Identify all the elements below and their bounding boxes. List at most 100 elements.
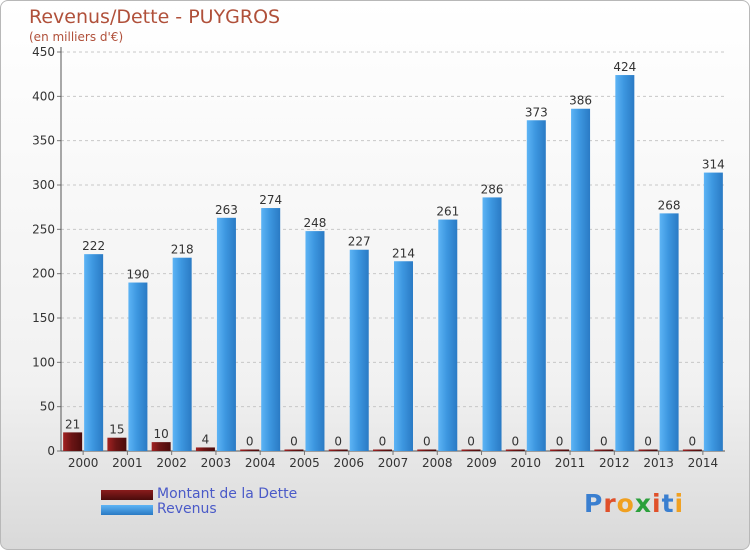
data-label-dette: 21 xyxy=(65,417,80,431)
legend-label-revenue: Revenus xyxy=(157,501,217,517)
y-tick-label: 150 xyxy=(32,311,55,325)
bar-revenus xyxy=(216,217,236,451)
data-label-dette: 0 xyxy=(246,435,254,449)
x-tick-label: 2009 xyxy=(466,456,497,470)
bar-revenus xyxy=(394,261,413,451)
brand-letter: o xyxy=(616,489,635,518)
data-label-revenus: 268 xyxy=(658,198,681,212)
bar-revenus xyxy=(482,197,502,451)
bar-revenus xyxy=(659,213,679,451)
bar-dette xyxy=(284,449,304,451)
brand-letter: r xyxy=(603,489,617,518)
legend-swatch-revenue xyxy=(101,505,153,515)
data-label-dette: 15 xyxy=(109,423,124,437)
x-tick-label: 2007 xyxy=(378,456,409,470)
data-label-revenus: 218 xyxy=(171,243,194,257)
data-label-revenus: 214 xyxy=(392,246,415,260)
bar-revenus xyxy=(261,208,281,451)
legend-label-debt: Montant de la Dette xyxy=(157,486,298,502)
data-label-dette: 0 xyxy=(556,435,564,449)
bar-dette xyxy=(373,449,392,451)
data-label-revenus: 373 xyxy=(525,105,548,119)
data-label-dette: 0 xyxy=(379,435,387,449)
x-tick-label: 2010 xyxy=(511,456,542,470)
y-tick-label: 50 xyxy=(40,400,55,414)
proxiti-logo: Proxiti xyxy=(584,489,684,518)
y-tick-label: 250 xyxy=(32,222,55,236)
y-tick-label: 300 xyxy=(32,178,55,192)
y-tick-label: 350 xyxy=(32,134,55,148)
data-label-revenus: 222 xyxy=(82,239,105,253)
bar-revenus xyxy=(615,75,635,451)
x-tick-label: 2012 xyxy=(599,456,630,470)
x-tick-label: 2006 xyxy=(333,456,364,470)
y-tick-label: 100 xyxy=(32,355,55,369)
data-label-revenus: 386 xyxy=(569,94,592,108)
bar-dette xyxy=(682,449,702,451)
bar-revenus xyxy=(438,219,458,451)
bar-revenus xyxy=(571,108,591,451)
y-tick-label: 0 xyxy=(47,444,55,458)
bar-dette xyxy=(63,432,83,451)
data-label-dette: 0 xyxy=(600,435,608,449)
data-label-dette: 0 xyxy=(511,435,519,449)
x-tick-label: 2001 xyxy=(112,456,143,470)
data-label-revenus: 314 xyxy=(702,158,725,172)
bar-revenus xyxy=(172,257,192,451)
chart-subtitle: (en milliers d'€) xyxy=(29,30,124,44)
bar-dette xyxy=(151,442,171,451)
data-label-dette: 4 xyxy=(202,432,210,446)
y-tick-label: 400 xyxy=(32,89,55,103)
data-label-revenus: 424 xyxy=(613,60,636,74)
y-tick-label: 450 xyxy=(32,45,55,59)
x-tick-label: 2004 xyxy=(245,456,276,470)
legend-swatch-debt xyxy=(101,490,153,500)
data-label-dette: 0 xyxy=(467,435,475,449)
bar-revenus xyxy=(128,282,148,451)
data-label-revenus: 190 xyxy=(126,268,149,282)
x-tick-label: 2008 xyxy=(422,456,453,470)
bar-revenus xyxy=(305,231,325,451)
bar-dette xyxy=(594,449,614,451)
bar-dette xyxy=(505,449,525,451)
data-label-revenus: 227 xyxy=(348,235,371,249)
bar-dette xyxy=(195,447,215,451)
data-label-dette: 0 xyxy=(334,435,342,449)
data-label-revenus: 248 xyxy=(304,216,327,230)
bar-dette xyxy=(417,449,437,451)
x-tick-label: 2014 xyxy=(688,456,719,470)
data-label-revenus: 263 xyxy=(215,203,238,217)
x-tick-label: 2011 xyxy=(555,456,586,470)
chart-title: Revenus/Dette - PUYGROS xyxy=(29,6,281,28)
x-tick-label: 2002 xyxy=(156,456,187,470)
bar-dette xyxy=(107,437,127,451)
brand-letter: t xyxy=(661,489,675,518)
bar-dette xyxy=(240,449,260,451)
bar-revenus xyxy=(84,254,104,451)
x-tick-label: 2000 xyxy=(68,456,99,470)
data-label-revenus: 274 xyxy=(259,193,282,207)
brand-letter: P xyxy=(584,489,604,518)
x-tick-label: 2013 xyxy=(643,456,674,470)
brand-letter: i xyxy=(652,489,662,518)
data-label-revenus: 286 xyxy=(481,182,504,196)
bar-dette xyxy=(461,449,481,451)
bar-dette xyxy=(550,449,570,451)
x-tick-label: 2003 xyxy=(201,456,232,470)
brand-letter: x xyxy=(634,489,652,518)
brand-letter: i xyxy=(674,489,685,518)
bar-revenus xyxy=(349,249,369,451)
bar-revenus xyxy=(703,172,723,451)
y-tick-label: 200 xyxy=(32,267,55,281)
data-label-dette: 10 xyxy=(154,427,169,441)
data-label-dette: 0 xyxy=(644,435,652,449)
x-tick-label: 2005 xyxy=(289,456,320,470)
bar-dette xyxy=(638,449,658,451)
data-label-dette: 0 xyxy=(689,435,697,449)
data-label-dette: 0 xyxy=(290,435,298,449)
data-label-revenus: 261 xyxy=(436,205,459,219)
bar-revenus xyxy=(526,120,546,452)
data-label-dette: 0 xyxy=(423,435,431,449)
